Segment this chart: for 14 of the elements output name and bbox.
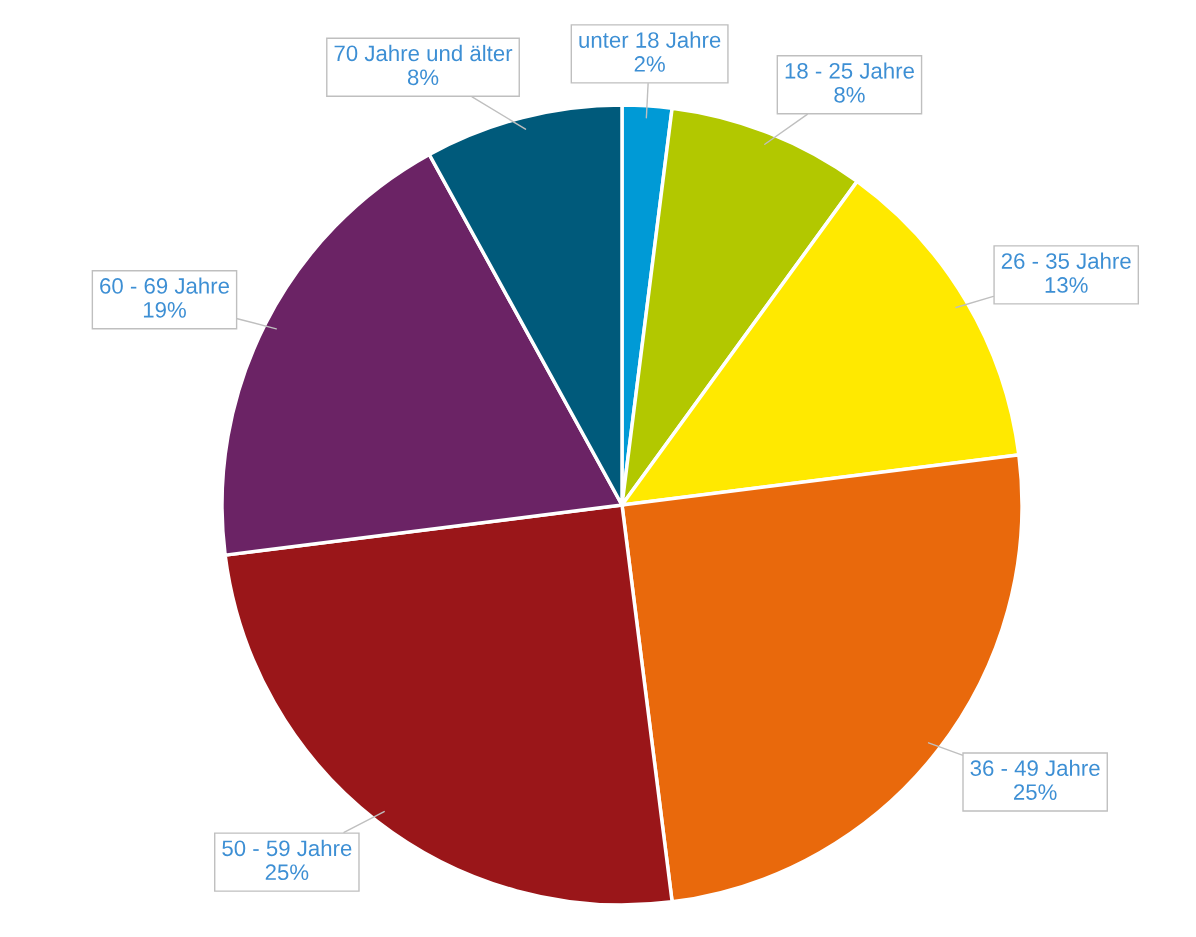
data-label: 2% (634, 56, 665, 72)
slice-label: 70 Jahre und älter (334, 44, 513, 62)
data-label: 8% (407, 69, 439, 86)
slice-label: 36 - 49 Jahre (970, 759, 1100, 777)
data-label: 25% (1014, 784, 1057, 800)
data-label: 25% (265, 864, 309, 881)
data-label: 8% (834, 86, 865, 103)
slice-label: 50 - 59 Jahre (222, 839, 352, 857)
slice-label: unter 18 Jahre (579, 31, 721, 48)
slice-label: 60 - 69 Jahre (100, 277, 229, 294)
slice-label: 18 - 25 Jahre (785, 62, 914, 79)
data-label: 19% (143, 301, 186, 318)
slice-label: 26 - 35 Jahre (1001, 252, 1131, 269)
data-label: 13% (1045, 277, 1088, 293)
